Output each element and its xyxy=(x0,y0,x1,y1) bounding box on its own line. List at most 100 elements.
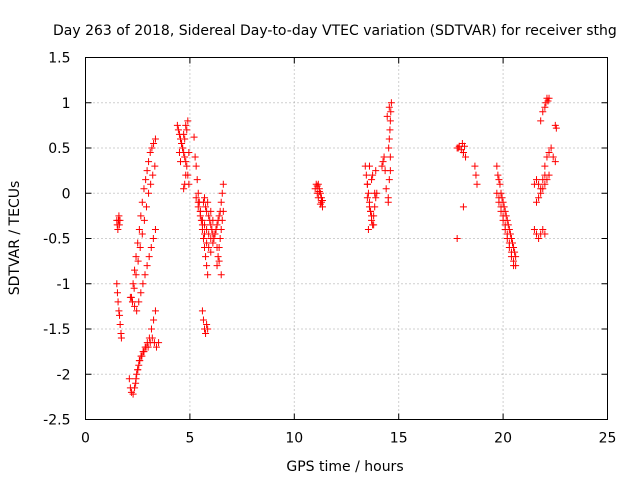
data-point xyxy=(148,334,156,342)
x-tick-label: 25 xyxy=(599,431,617,447)
data-point xyxy=(194,189,202,197)
data-point xyxy=(213,221,221,229)
data-point xyxy=(142,203,150,211)
data-point xyxy=(372,167,380,175)
data-point xyxy=(151,135,159,143)
data-point xyxy=(503,230,511,238)
data-point xyxy=(147,325,155,333)
data-point xyxy=(215,257,223,265)
data-point xyxy=(386,126,394,134)
data-point xyxy=(365,203,373,211)
data-point xyxy=(473,180,481,188)
data-point xyxy=(541,230,549,238)
data-point xyxy=(140,185,148,193)
data-point xyxy=(219,207,227,215)
data-point xyxy=(132,253,140,261)
data-point xyxy=(175,149,183,157)
data-point xyxy=(174,126,182,134)
data-point xyxy=(143,167,151,175)
data-point xyxy=(385,144,393,152)
data-point xyxy=(384,198,392,206)
data-point xyxy=(115,307,123,315)
data-point xyxy=(145,253,153,261)
data-point xyxy=(183,162,191,170)
data-point xyxy=(367,207,375,215)
data-point xyxy=(204,198,212,206)
data-point xyxy=(505,239,513,247)
data-point xyxy=(151,225,159,233)
data-point xyxy=(192,162,200,170)
data-point xyxy=(115,212,123,220)
y-tick-label: -1.5 xyxy=(43,322,70,338)
data-point xyxy=(217,198,225,206)
data-point xyxy=(178,139,186,147)
data-point xyxy=(125,375,133,383)
data-point xyxy=(543,176,551,184)
data-point xyxy=(132,379,140,387)
data-point xyxy=(547,144,555,152)
data-point xyxy=(385,103,393,111)
data-point xyxy=(318,196,326,204)
data-point xyxy=(185,149,193,157)
data-point xyxy=(143,262,151,270)
data-point xyxy=(202,253,210,261)
data-point xyxy=(135,361,143,369)
y-tick-label: 0 xyxy=(62,186,71,202)
data-point xyxy=(535,194,543,202)
data-point xyxy=(459,203,467,211)
data-point xyxy=(501,221,509,229)
data-point xyxy=(115,221,123,229)
data-point xyxy=(496,180,504,188)
data-point xyxy=(215,244,223,252)
data-point xyxy=(510,257,518,265)
data-point xyxy=(133,370,141,378)
data-point xyxy=(138,352,146,360)
data-point xyxy=(181,135,189,143)
data-point xyxy=(495,176,503,184)
data-point xyxy=(314,180,322,188)
data-point xyxy=(363,180,371,188)
data-point xyxy=(201,221,209,229)
data-point xyxy=(207,221,215,229)
data-point xyxy=(364,225,372,233)
data-point xyxy=(116,216,124,224)
data-point xyxy=(315,187,323,195)
data-point xyxy=(454,144,462,152)
data-point xyxy=(205,212,213,220)
data-point xyxy=(128,298,136,306)
data-point xyxy=(155,339,163,347)
data-point xyxy=(135,298,143,306)
data-point xyxy=(316,189,324,197)
data-point xyxy=(142,176,150,184)
data-point xyxy=(539,185,547,193)
data-point xyxy=(134,366,142,374)
data-point xyxy=(545,171,553,179)
data-point xyxy=(539,225,547,233)
data-point xyxy=(386,167,394,175)
data-point xyxy=(150,139,158,147)
data-point xyxy=(114,298,122,306)
data-point xyxy=(114,225,122,233)
data-point xyxy=(132,271,140,279)
y-tick-label: 1 xyxy=(62,96,71,112)
x-tick-label: 5 xyxy=(185,431,194,447)
data-point xyxy=(139,280,147,288)
grid xyxy=(85,57,608,420)
data-point xyxy=(385,135,393,143)
data-point xyxy=(209,239,217,247)
data-point xyxy=(130,284,138,292)
data-point xyxy=(493,162,501,170)
data-point xyxy=(387,108,395,116)
data-point xyxy=(216,235,224,242)
data-point xyxy=(368,176,376,184)
data-point xyxy=(196,207,204,215)
data-point xyxy=(190,133,198,141)
data-point xyxy=(460,142,468,150)
data-point xyxy=(365,162,373,170)
data-point xyxy=(368,212,376,220)
data-point xyxy=(364,189,372,197)
data-point xyxy=(204,271,212,279)
data-point xyxy=(203,239,211,247)
data-point xyxy=(453,235,461,242)
data-point xyxy=(144,343,152,351)
